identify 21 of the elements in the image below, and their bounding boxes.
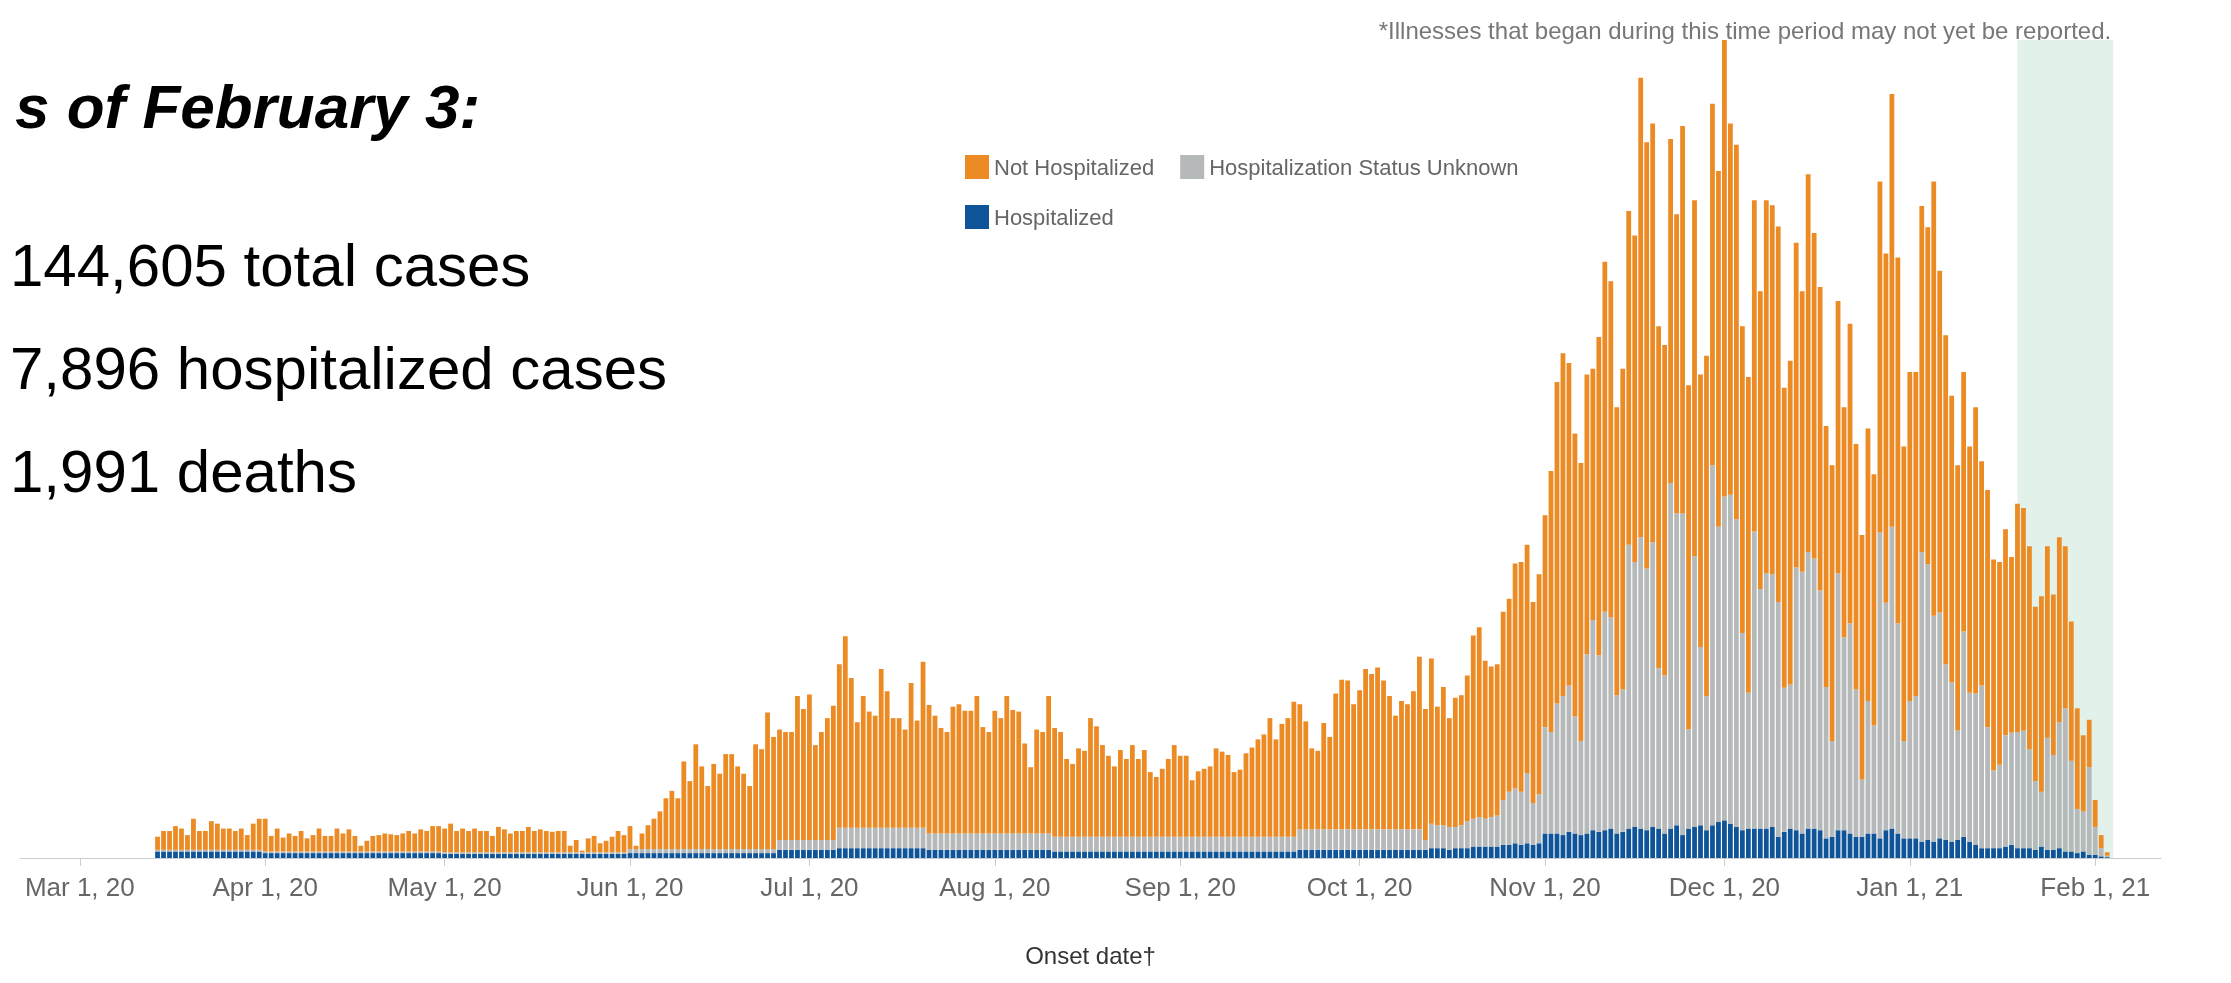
- x-tick-label: Nov 1, 20: [1489, 872, 1601, 902]
- x-tick-label: Apr 1, 20: [212, 872, 318, 902]
- x-tick-label: Sep 1, 20: [1124, 872, 1236, 902]
- legend-label: Hospitalization Status Unknown: [1209, 154, 1519, 180]
- x-tick-label: Dec 1, 20: [1668, 872, 1781, 902]
- x-tick-label: Jun 1, 20: [576, 872, 684, 902]
- legend-label: Hospitalized: [994, 204, 1114, 230]
- text: s of February 3:: [15, 71, 481, 141]
- x-tick-label: Feb 1, 21: [2040, 872, 2151, 902]
- band-label: *Illnesses that began during this time period may not yet be reported.: [1378, 16, 2112, 44]
- x-axis-title: Onset date†: [1025, 941, 1156, 969]
- annotation: 144,605 total cases: [10, 231, 531, 299]
- annotation: 1,991 deaths: [10, 437, 357, 505]
- x-tick-label: May 1, 20: [387, 872, 502, 902]
- x-tick-label: Jan 1, 21: [1856, 872, 1964, 902]
- x-tick-label: Aug 1, 20: [939, 872, 1051, 902]
- annotation: 7,896 hospitalized cases: [10, 334, 668, 402]
- legend-label: Not Hospitalized: [994, 154, 1155, 180]
- x-tick-label: Mar 1, 20: [24, 872, 135, 902]
- x-tick-label: Oct 1, 20: [1306, 872, 1413, 902]
- x-tick-label: Jul 1, 20: [760, 872, 859, 902]
